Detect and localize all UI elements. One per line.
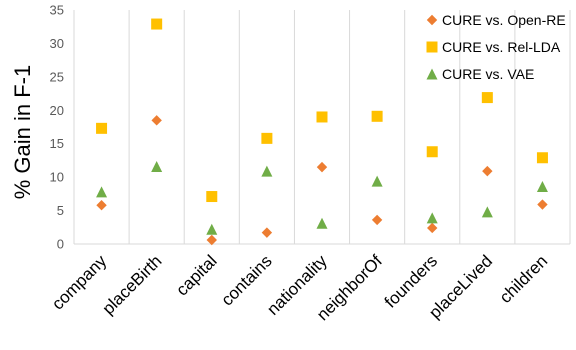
y-tick-label: 30 xyxy=(50,36,64,51)
y-axis-title: % Gain in F-1 xyxy=(10,65,35,200)
legend-label: CURE vs. Rel-LDA xyxy=(442,39,561,55)
data-point-triangle xyxy=(536,181,548,193)
data-point-diamond xyxy=(316,161,328,173)
x-tick-label: placeBirth xyxy=(99,251,166,318)
data-point-triangle xyxy=(151,160,163,172)
y-tick-label: 20 xyxy=(50,103,64,118)
data-point-triangle xyxy=(426,212,438,224)
data-point-square xyxy=(206,191,218,203)
legend-marker-diamond xyxy=(426,14,438,26)
y-tick-label: 0 xyxy=(57,237,64,252)
data-point-square xyxy=(151,18,163,30)
y-tick-label: 25 xyxy=(50,69,64,84)
y-tick-label: 5 xyxy=(57,203,64,218)
data-point-triangle xyxy=(96,186,108,198)
y-tick-label: 15 xyxy=(50,136,64,151)
data-point-diamond xyxy=(371,214,383,226)
x-tick-label: children xyxy=(496,251,552,307)
grid-layer xyxy=(73,10,571,245)
data-point-diamond xyxy=(96,200,107,211)
data-point-square xyxy=(536,152,548,164)
data-point-triangle xyxy=(206,223,218,235)
data-point-square xyxy=(481,92,493,104)
data-point-square xyxy=(316,111,328,123)
data-point-triangle xyxy=(261,165,273,177)
data-point-diamond xyxy=(427,222,438,234)
legend-label: CURE vs. Open-RE xyxy=(442,12,566,28)
y-tick-label: 10 xyxy=(50,170,64,185)
data-point-triangle xyxy=(481,206,493,218)
legend: CURE vs. Open-RE CURE vs. Rel-LDA CURE vs.… xyxy=(426,12,566,82)
data-point-square xyxy=(426,146,438,158)
data-point-square xyxy=(371,110,383,122)
y-tick-labels: 0 5 10 15 20 25 30 35 xyxy=(50,3,64,252)
data-point-triangle xyxy=(316,217,328,229)
y-tick-label: 35 xyxy=(50,3,64,18)
legend-label: CURE vs. VAE xyxy=(442,66,534,82)
data-point-diamond xyxy=(206,234,217,246)
data-point-triangle xyxy=(371,175,383,187)
x-tick-label: capital xyxy=(172,251,220,299)
legend-marker-square xyxy=(426,41,438,53)
data-point-diamond xyxy=(537,199,548,210)
data-point-square xyxy=(96,122,108,134)
legend-marker-triangle xyxy=(426,68,438,80)
data-point-diamond xyxy=(261,227,273,238)
data-point-square xyxy=(261,132,273,144)
data-markers xyxy=(96,18,548,246)
data-point-diamond xyxy=(151,115,162,126)
data-point-diamond xyxy=(482,165,493,177)
